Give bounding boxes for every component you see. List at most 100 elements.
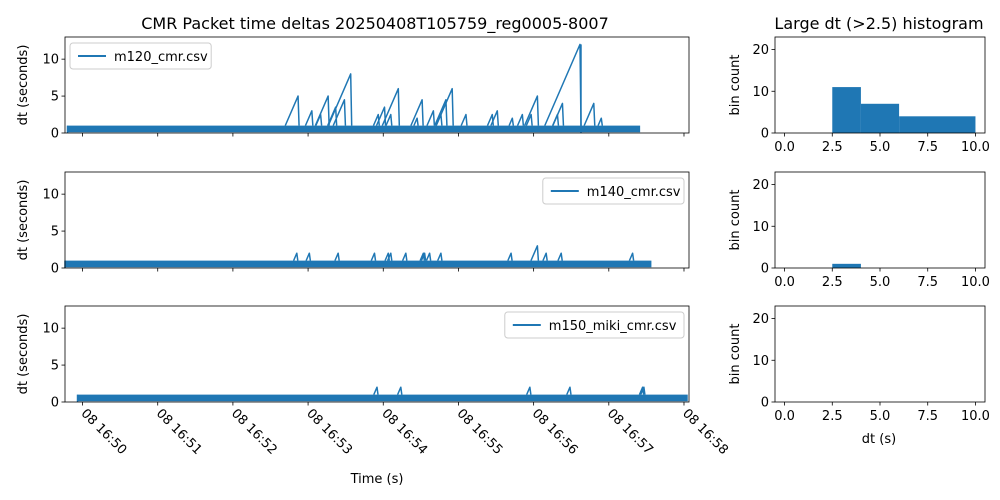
legend-box [542,177,685,205]
series-spike [525,386,532,395]
histogram-panel: 0 10 20 0.0 2.5 5.0 7.5 10.0 bin count [728,36,990,155]
series-spike [640,386,646,395]
x-tick-label: 2.5 [822,275,843,290]
legend-label: m120_cmr.csv [114,50,208,65]
x-tick-label: 5.0 [870,140,891,155]
histogram-bar [832,263,861,268]
y-axis-label: dt (seconds) [16,180,31,261]
histogram-bar [860,103,900,133]
x-tick-label: 7.5 [917,140,938,155]
legend-box [69,42,212,70]
series-spike [525,113,533,126]
axes-frame [774,305,986,403]
series-spike [334,252,340,261]
legend-label: m150_miki_cmr.csv [549,319,677,334]
series-band [77,394,688,402]
series-spike [516,113,525,126]
legend-label: m140_cmr.csv [587,185,681,200]
y-tick-label: 5 [51,90,59,105]
y-axis-label: bin count [728,324,743,385]
x-tick-label: 2.5 [822,409,843,424]
y-tick-label: 0 [761,396,769,411]
series-spike [419,252,426,261]
series-spike [305,252,312,261]
histogram-panel: 0 10 20 0.0 2.5 5.0 7.5 10.0 bin count [728,171,990,290]
y-tick-label: 20 [752,178,769,193]
series-spike [597,117,604,126]
series-spike [508,117,515,126]
series-spike [552,102,565,126]
series-band [65,260,652,268]
series-spike [292,252,299,261]
series-spike [434,99,448,126]
series-spike [385,113,393,126]
y-tick-label: 10 [752,85,769,100]
x-tick-label: 08 16:55 [454,406,506,458]
x-axis-label: Time (s) [350,472,404,487]
y-tick-label: 0 [51,262,59,277]
x-tick-label: 0.0 [774,409,795,424]
series-spike [507,252,513,261]
timeseries-panel: 0 5 10 dt (seconds) m140_cmr.csv [16,171,690,277]
main-title: CMR Packet time deltas 20250408T105759_r… [141,14,609,34]
x-tick-label: 08 16:51 [153,406,205,458]
y-axis-label: bin count [728,190,743,251]
series-spike [583,102,596,126]
series-spike [530,245,540,261]
x-tick-label: 10.0 [961,275,990,290]
x-tick-label: 08 16:52 [228,406,280,458]
x-tick-label: 08 16:58 [679,406,731,458]
x-tick-label: 08 16:57 [604,406,656,458]
histogram-panel: 0 10 20 0.0 2.5 5.0 7.5 10.0 bin count [728,305,990,424]
y-tick-label: 10 [42,188,59,203]
axes-frame [64,171,690,269]
y-tick-label: 5 [51,359,59,374]
x-tick-label: 08 16:53 [303,406,355,458]
series-spike [396,386,403,395]
x-tick-label: 0.0 [774,275,795,290]
series-spike [381,87,401,126]
axes-frame [64,305,690,403]
series-spike [523,95,540,126]
series-spike [460,113,468,126]
y-tick-label: 0 [51,396,59,411]
series-spike [373,386,379,395]
legend-box [504,311,685,339]
y-tick-label: 10 [752,354,769,369]
series-spike [437,252,443,261]
series-spike [332,99,347,126]
series-spike [542,252,548,261]
x-tick-label: 5.0 [870,275,891,290]
series-spike [314,95,330,126]
series-band [67,125,641,133]
histogram-title: Large dt (>2.5) histogram [774,14,983,33]
series-spike [435,87,454,126]
series-spike [327,73,353,126]
x-tick-label: 10.0 [961,409,990,424]
series-spike [490,110,500,126]
y-tick-label: 0 [761,127,769,142]
y-tick-label: 5 [51,225,59,240]
x-tick-label: 7.5 [917,275,938,290]
x-tick-label: 2.5 [822,140,843,155]
x-tick-label: 08 16:54 [378,406,430,458]
histogram-x-axis-label: dt (s) [862,432,896,447]
axes-frame [774,171,986,269]
series-spike [628,252,635,261]
histogram-bar [832,87,861,133]
y-axis-label: dt (seconds) [16,45,31,126]
y-tick-label: 10 [42,53,59,68]
histogram-bar [899,116,976,133]
timeseries-panel: 0 5 10 dt (seconds) 08 16:50 08 16:51 08 16:52… [16,305,731,458]
x-tick-label: 7.5 [917,409,938,424]
series-spike [413,117,419,126]
series-spike [370,252,377,261]
timeseries-panel: 0 5 10 dt (seconds) m120_cmr.csv [16,36,690,142]
series-spike [386,252,393,261]
series-spike [284,95,300,126]
plots: 0 5 10 dt (seconds) m120_cmr.csv 0 5 10 dt (seco… [16,36,990,487]
y-tick-label: 10 [752,220,769,235]
y-axis-label: bin count [728,55,743,116]
y-tick-label: 0 [761,262,769,277]
